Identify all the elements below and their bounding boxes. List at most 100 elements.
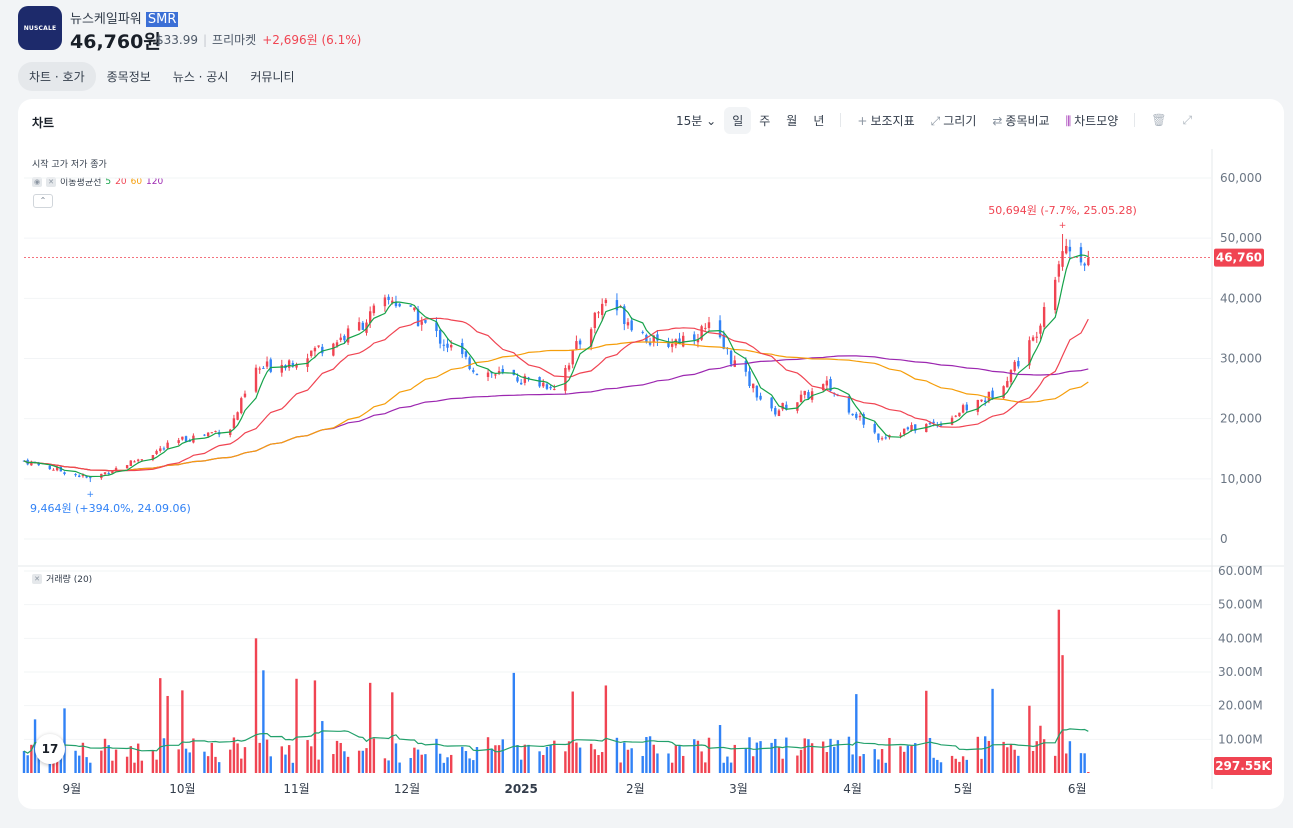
volume-bar [438,753,442,773]
compare-button[interactable]: ⇄ 종목비교 [984,107,1057,134]
candle-body [862,414,865,425]
usd-price: $33.99 [156,33,198,47]
volume-bar [420,754,423,773]
volume-bar [1068,741,1072,773]
candle-body [549,386,552,389]
candle-body [527,377,530,379]
candle-body [1042,306,1046,327]
volume-bar [1035,741,1038,773]
close-icon[interactable]: ✕ [46,176,56,187]
candle-body [177,440,180,443]
volume-bar [1017,755,1020,773]
volume-bar [59,756,63,773]
candle-body [523,375,527,383]
price-tick-label: 10,000 [1220,472,1262,486]
volume-bar [125,756,129,773]
chart-style-button[interactable]: ⫼ 차트모양 [1058,107,1127,134]
volume-bar [1042,739,1046,773]
candle-body [958,412,961,417]
volume-bar [836,740,840,773]
volume-ma-line [23,728,1089,754]
volume-bar [902,751,906,773]
tab-community[interactable]: 커뮤니티 [250,70,295,84]
candle-body [597,312,600,314]
volume-bar [291,762,295,773]
volume-bar [936,759,939,773]
volume-bar [593,749,597,773]
tradingview-badge[interactable]: 17 [35,734,65,764]
volume-bar [166,695,169,773]
candle-body [777,410,781,417]
price-chart[interactable]: 60,000 50,000 40,000 30,000 20,000 10,000 0 60.… [18,99,1284,809]
collapse-legend-button[interactable]: ⌃ [33,194,53,208]
volume-bar [976,736,980,773]
ma-120-label: 120 [146,176,164,187]
candle-body [295,364,298,368]
candle-body [472,370,475,372]
candle-body [240,398,243,414]
candle-body [497,371,501,374]
candle-body [468,357,471,370]
tab-stock-info[interactable]: 종목정보 [106,70,151,84]
candle-body [851,413,854,416]
volume-bar [26,755,29,773]
volume-bar [512,672,516,773]
volume-bar [578,747,582,773]
volume-bar [796,755,799,773]
candle-body [372,305,376,314]
price-tick-label: 50,000 [1220,231,1262,245]
volume-bar [700,751,703,773]
volume-bar [759,741,762,773]
x-tick-label: 4월 [843,782,862,796]
candle-body [442,344,446,346]
volume-bar [468,758,471,773]
candle-body [641,331,644,333]
interval-select[interactable]: 15분 ⌄ [668,107,724,134]
candle-body [438,329,442,344]
candle-body [383,297,387,307]
volume-bar [1065,753,1068,773]
volume-bar [111,760,114,773]
candle-body [114,468,118,471]
candle-body [733,360,736,367]
candle-body [464,351,468,357]
trash-icon[interactable]: 🗑 [1151,113,1167,127]
volume-bar [258,742,261,773]
volume-bar [269,756,272,773]
volume-bar [626,749,630,773]
fullscreen-icon[interactable]: ⤢ [1182,112,1193,127]
candle-body [693,334,696,340]
period-day[interactable]: 일 [724,106,752,134]
volume-bar [803,738,806,773]
draw-button[interactable]: ⤢ 그리기 [923,107,985,134]
volume-bar [858,756,862,773]
chart-toolbar: 15분 ⌄ 일 주 월 년 + 보조지표 ⤢ 그리기 ⇄ 종목비교 ⫼ 차트모양 🗑 ⤢ [668,106,1200,134]
period-year[interactable]: 년 [813,113,825,128]
close-icon[interactable]: ✕ [32,573,42,584]
volume-bar [63,708,66,773]
candle-body [519,382,523,385]
candle-body [1002,386,1005,399]
candle-body [799,394,803,403]
volume-bar [906,745,910,773]
volume-bar [361,750,365,773]
candle-body [542,382,545,387]
high-marker: + [1059,221,1067,231]
tab-news[interactable]: 뉴스 · 공시 [172,70,229,84]
volume-bar [243,747,247,773]
period-week[interactable]: 주 [759,113,771,128]
volume-bar [729,762,733,773]
period-month[interactable]: 월 [786,113,798,128]
tab-chart[interactable]: 차트 · 호가 [18,62,96,91]
candle-body [262,367,265,369]
candle-body [976,399,980,412]
eye-icon[interactable]: ◉ [32,176,42,187]
compare-icon: ⇄ [992,113,1003,128]
candle-body [538,377,541,387]
volume-bar [722,762,725,773]
indicator-button[interactable]: + 보조지표 [849,107,922,134]
volume-bar [545,746,549,773]
volume-bar [589,743,593,773]
volume-bar [888,737,891,773]
compare-label: 종목비교 [1005,113,1050,128]
